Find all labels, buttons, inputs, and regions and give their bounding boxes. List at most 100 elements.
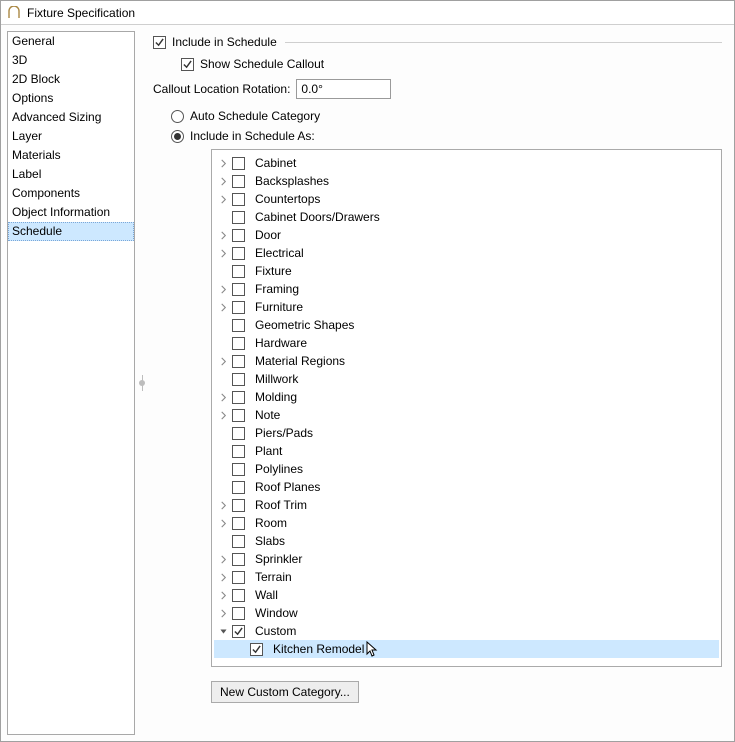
category-window[interactable]: Window (214, 604, 719, 622)
chevron-right-icon[interactable] (218, 194, 229, 205)
category-cabinet-doors-drawers[interactable]: Cabinet Doors/Drawers (214, 208, 719, 226)
category-label: Cabinet Doors/Drawers (255, 210, 380, 224)
category-slabs[interactable]: Slabs (214, 532, 719, 550)
category-fixture[interactable]: Fixture (214, 262, 719, 280)
category-tree[interactable]: CabinetBacksplashesCountertops Cabinet Do… (211, 149, 722, 667)
category-checkbox[interactable] (232, 283, 245, 296)
sidebar-item-advanced-sizing[interactable]: Advanced Sizing (8, 108, 134, 127)
expander-spacer (236, 644, 247, 655)
include-in-schedule-row[interactable]: Include in Schedule (153, 35, 722, 49)
category-checkbox[interactable] (232, 265, 245, 278)
category-roof-planes[interactable]: Roof Planes (214, 478, 719, 496)
category-cabinet[interactable]: Cabinet (214, 154, 719, 172)
chevron-right-icon[interactable] (218, 410, 229, 421)
sidebar-item-label[interactable]: Label (8, 165, 134, 184)
category-roof-trim[interactable]: Roof Trim (214, 496, 719, 514)
sidebar-item-3d[interactable]: 3D (8, 51, 134, 70)
category-polylines[interactable]: Polylines (214, 460, 719, 478)
category-wall[interactable]: Wall (214, 586, 719, 604)
category-checkbox[interactable] (232, 481, 245, 494)
category-kitchen-remodel[interactable]: Kitchen Remodel (214, 640, 719, 658)
chevron-right-icon[interactable] (218, 356, 229, 367)
chevron-right-icon[interactable] (218, 176, 229, 187)
category-checkbox[interactable] (232, 319, 245, 332)
chevron-right-icon[interactable] (218, 302, 229, 313)
sidebar-item-object-information[interactable]: Object Information (8, 203, 134, 222)
category-checkbox[interactable] (232, 517, 245, 530)
category-checkbox[interactable] (232, 463, 245, 476)
sidebar-item-layer[interactable]: Layer (8, 127, 134, 146)
category-checkbox[interactable] (232, 625, 245, 638)
category-terrain[interactable]: Terrain (214, 568, 719, 586)
include-as-radio[interactable] (171, 130, 184, 143)
chevron-right-icon[interactable] (218, 608, 229, 619)
category-piers-pads[interactable]: Piers/Pads (214, 424, 719, 442)
category-checkbox[interactable] (232, 589, 245, 602)
category-checkbox[interactable] (232, 607, 245, 620)
include-as-row[interactable]: Include in Schedule As: (171, 129, 722, 143)
category-checkbox[interactable] (232, 211, 245, 224)
category-checkbox[interactable] (232, 427, 245, 440)
category-room[interactable]: Room (214, 514, 719, 532)
category-backsplashes[interactable]: Backsplashes (214, 172, 719, 190)
category-checkbox[interactable] (250, 643, 263, 656)
chevron-right-icon[interactable] (218, 500, 229, 511)
category-framing[interactable]: Framing (214, 280, 719, 298)
category-checkbox[interactable] (232, 247, 245, 260)
category-checkbox[interactable] (232, 499, 245, 512)
new-custom-category-button[interactable]: New Custom Category... (211, 681, 359, 703)
titlebar[interactable]: Fixture Specification (1, 1, 734, 25)
chevron-right-icon[interactable] (218, 248, 229, 259)
category-checkbox[interactable] (232, 301, 245, 314)
chevron-right-icon[interactable] (218, 554, 229, 565)
auto-category-radio[interactable] (171, 110, 184, 123)
chevron-right-icon[interactable] (218, 518, 229, 529)
chevron-down-icon[interactable] (218, 626, 229, 637)
include-in-schedule-checkbox[interactable] (153, 36, 166, 49)
category-hardware[interactable]: Hardware (214, 334, 719, 352)
callout-rotation-input[interactable] (296, 79, 391, 99)
chevron-right-icon[interactable] (218, 572, 229, 583)
chevron-right-icon[interactable] (218, 590, 229, 601)
category-checkbox[interactable] (232, 553, 245, 566)
category-checkbox[interactable] (232, 535, 245, 548)
category-door[interactable]: Door (214, 226, 719, 244)
category-checkbox[interactable] (232, 157, 245, 170)
auto-category-row[interactable]: Auto Schedule Category (171, 109, 722, 123)
category-countertops[interactable]: Countertops (214, 190, 719, 208)
sidebar-item-schedule[interactable]: Schedule (8, 222, 134, 241)
category-plant[interactable]: Plant (214, 442, 719, 460)
category-millwork[interactable]: Millwork (214, 370, 719, 388)
sidebar-item-2d-block[interactable]: 2D Block (8, 70, 134, 89)
category-checkbox[interactable] (232, 355, 245, 368)
category-checkbox[interactable] (232, 445, 245, 458)
category-checkbox[interactable] (232, 193, 245, 206)
chevron-right-icon[interactable] (218, 392, 229, 403)
sidebar-nav[interactable]: General3D2D BlockOptionsAdvanced SizingL… (7, 31, 135, 735)
category-note[interactable]: Note (214, 406, 719, 424)
category-material-regions[interactable]: Material Regions (214, 352, 719, 370)
category-checkbox[interactable] (232, 229, 245, 242)
show-callout-checkbox[interactable] (181, 58, 194, 71)
category-checkbox[interactable] (232, 175, 245, 188)
category-checkbox[interactable] (232, 391, 245, 404)
sidebar-item-components[interactable]: Components (8, 184, 134, 203)
sidebar-item-materials[interactable]: Materials (8, 146, 134, 165)
splitter[interactable] (135, 31, 149, 735)
category-checkbox[interactable] (232, 373, 245, 386)
category-custom[interactable]: Custom (214, 622, 719, 640)
chevron-right-icon[interactable] (218, 230, 229, 241)
category-furniture[interactable]: Furniture (214, 298, 719, 316)
category-sprinkler[interactable]: Sprinkler (214, 550, 719, 568)
category-geometric-shapes[interactable]: Geometric Shapes (214, 316, 719, 334)
show-callout-row[interactable]: Show Schedule Callout (181, 57, 722, 71)
category-checkbox[interactable] (232, 571, 245, 584)
category-checkbox[interactable] (232, 337, 245, 350)
category-molding[interactable]: Molding (214, 388, 719, 406)
sidebar-item-general[interactable]: General (8, 32, 134, 51)
category-checkbox[interactable] (232, 409, 245, 422)
chevron-right-icon[interactable] (218, 158, 229, 169)
chevron-right-icon[interactable] (218, 284, 229, 295)
sidebar-item-options[interactable]: Options (8, 89, 134, 108)
category-electrical[interactable]: Electrical (214, 244, 719, 262)
